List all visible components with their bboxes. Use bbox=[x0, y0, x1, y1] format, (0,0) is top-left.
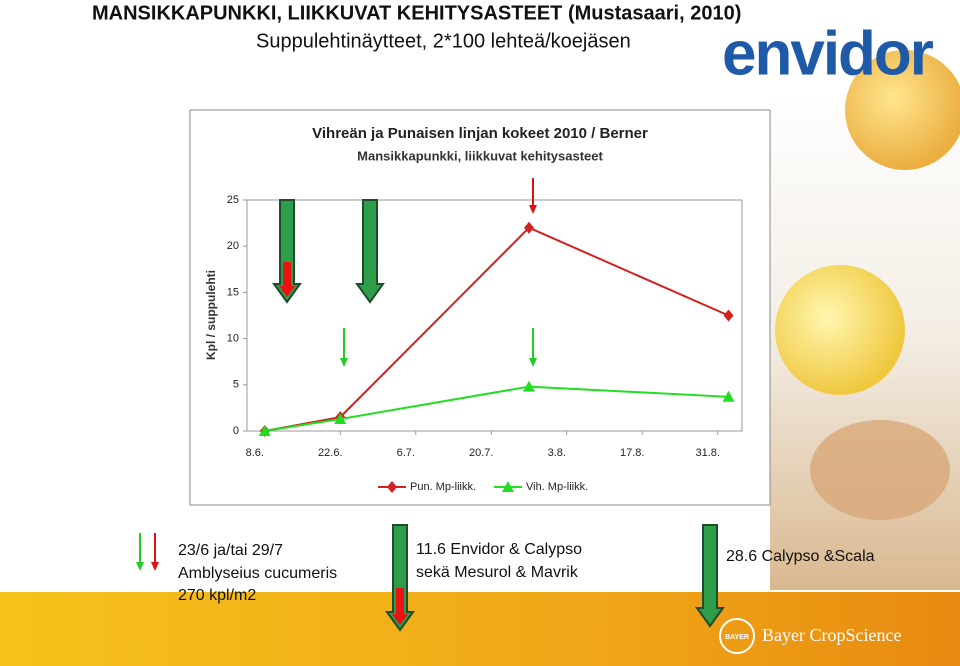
bayer-badge: BAYER bbox=[725, 634, 749, 641]
plot-area bbox=[246, 199, 743, 432]
bayer-brand: Bayer CropScience bbox=[762, 625, 901, 645]
logo: envidor bbox=[722, 19, 934, 88]
note: 23/6 ja/tai 29/7 bbox=[178, 542, 283, 559]
arrow bbox=[695, 524, 725, 628]
y-tick-label: 25 bbox=[227, 194, 239, 206]
x-tick-label: 20.7. bbox=[469, 447, 493, 459]
legend-label: Pun. Mp-liikk. bbox=[410, 481, 476, 493]
bottom-band bbox=[0, 592, 960, 666]
photo-ball bbox=[775, 265, 905, 395]
point bbox=[334, 412, 347, 424]
y-tick-label: 20 bbox=[227, 240, 239, 252]
y-tick-label: 10 bbox=[227, 333, 239, 345]
slide-title: MANSIKKAPUNKKI, LIIKKUVAT KEHITYSASTEET … bbox=[92, 2, 741, 24]
note: 28.6 Calypso &Scala bbox=[726, 548, 875, 565]
point bbox=[523, 380, 536, 392]
point bbox=[524, 221, 535, 234]
arrow bbox=[385, 524, 415, 632]
arrow-head bbox=[529, 205, 537, 214]
arrow-inner bbox=[279, 262, 295, 297]
y-tick-label: 15 bbox=[227, 286, 239, 298]
photo-hand bbox=[810, 420, 950, 520]
legend-marker bbox=[387, 481, 397, 493]
arrow-inner bbox=[392, 588, 408, 625]
chart-subtitle: Mansikkapunkki, liikkuvat kehitysasteet bbox=[357, 148, 603, 163]
x-tick-label: 6.7. bbox=[397, 447, 415, 459]
x-tick-label: 22.6. bbox=[318, 447, 342, 459]
x-tick-label: 31.8. bbox=[696, 447, 720, 459]
slide-subtitle: Suppulehtinäytteet, 2*100 lehteä/koejäse… bbox=[256, 30, 631, 52]
y-axis-label: Kpl / suppulehti bbox=[204, 270, 218, 360]
point bbox=[258, 425, 271, 436]
point bbox=[723, 309, 734, 322]
point bbox=[722, 390, 735, 402]
arrow-head bbox=[151, 562, 159, 571]
note: 11.6 Envidor & Calypso bbox=[416, 541, 582, 558]
note: sekä Mesurol & Mavrik bbox=[416, 564, 579, 581]
x-tick-label: 8.6. bbox=[246, 447, 264, 459]
y-tick-label: 0 bbox=[233, 425, 239, 437]
legend-marker bbox=[502, 481, 514, 492]
chart-title: Vihreän ja Punaisen linjan kokeet 2010 /… bbox=[312, 125, 648, 142]
series-line bbox=[264, 385, 729, 432]
note: Amblyseius cucumeris bbox=[178, 565, 337, 582]
x-tick-label: 3.8. bbox=[548, 447, 566, 459]
arrow-head bbox=[340, 358, 348, 367]
legend-label: Vih. Mp-liikk. bbox=[526, 481, 588, 493]
y-tick-label: 5 bbox=[233, 379, 239, 391]
arrow bbox=[355, 199, 385, 304]
arrow bbox=[272, 199, 302, 304]
photo-ball bbox=[845, 50, 960, 170]
arrow-head bbox=[529, 358, 537, 367]
x-tick-label: 17.8. bbox=[620, 447, 644, 459]
arrow-head bbox=[136, 562, 144, 571]
note: 270 kpl/m2 bbox=[178, 587, 256, 604]
bayer-cross bbox=[719, 618, 755, 654]
chart-frame bbox=[189, 109, 771, 506]
